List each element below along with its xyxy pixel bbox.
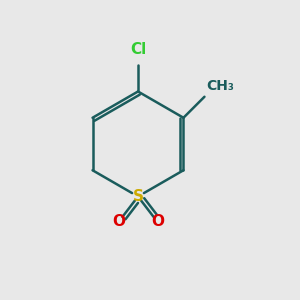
Text: S: S	[133, 189, 143, 204]
Text: O: O	[112, 214, 125, 230]
Text: O: O	[151, 214, 164, 230]
Text: CH₃: CH₃	[206, 79, 234, 93]
Text: Cl: Cl	[130, 42, 146, 57]
